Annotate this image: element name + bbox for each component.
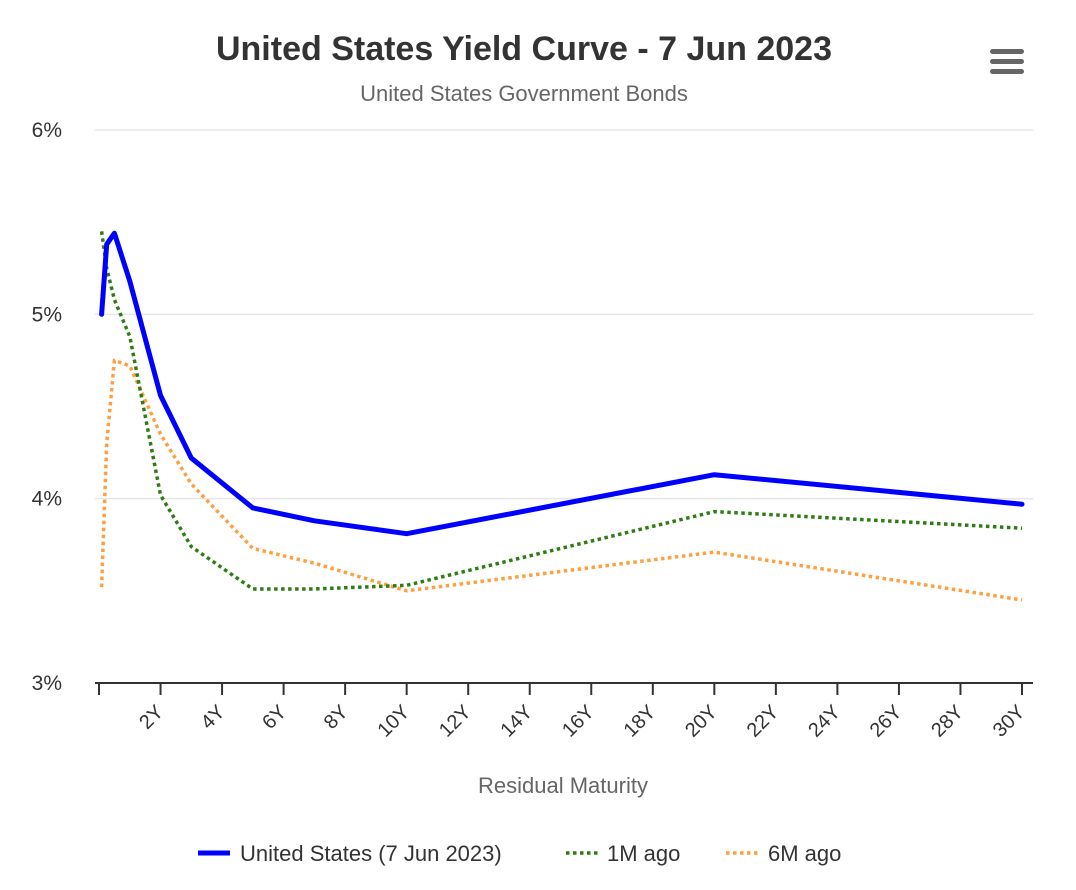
y-axis-labels: 3% 4% 5% 6% xyxy=(32,119,62,695)
chart-title: United States Yield Curve - 7 Jun 2023 xyxy=(216,30,832,68)
legend: United States (7 Jun 2023) 1M ago 6M ago xyxy=(198,841,841,866)
x-tick-label: 26Y xyxy=(866,701,907,742)
x-tick-label: 18Y xyxy=(620,701,661,742)
series-line-2 xyxy=(99,358,1023,602)
chart-menu-button[interactable] xyxy=(986,44,1030,80)
legend-label-1[interactable]: 1M ago xyxy=(607,841,680,866)
x-tick-label: 4Y xyxy=(197,701,230,734)
x-tick-label: 6Y xyxy=(258,701,291,734)
x-tick-label: 10Y xyxy=(373,701,414,742)
x-axis: 2Y 4Y 6Y 8Y 10Y 12Y 14Y 16Y 18Y 20Y 22Y 24Y 26Y 28Y 30… xyxy=(95,682,1033,742)
series-line-1 xyxy=(99,231,1023,591)
series-lines xyxy=(99,230,1025,602)
legend-label-2[interactable]: 6M ago xyxy=(768,841,841,866)
x-tick-label: 20Y xyxy=(681,701,722,742)
y-tick-label: 4% xyxy=(32,488,62,511)
grid-lines xyxy=(95,129,1033,500)
x-tick-label: 2Y xyxy=(135,701,168,734)
hamburger-menu-icon[interactable] xyxy=(990,49,1024,74)
x-tick-label: 24Y xyxy=(804,701,845,742)
x-tick-label: 8Y xyxy=(320,701,353,734)
series-line-0 xyxy=(99,230,1025,537)
x-axis-title: Residual Maturity xyxy=(478,773,648,798)
chart-subtitle: United States Government Bonds xyxy=(360,81,688,106)
x-tick-label: 22Y xyxy=(743,701,784,742)
x-tick-label: 14Y xyxy=(497,701,538,742)
y-tick-label: 6% xyxy=(32,119,62,142)
legend-label-0[interactable]: United States (7 Jun 2023) xyxy=(240,841,502,866)
x-tick-label: 16Y xyxy=(558,701,599,742)
y-tick-label: 3% xyxy=(32,672,62,695)
x-tick-label: 30Y xyxy=(989,701,1030,742)
y-tick-label: 5% xyxy=(32,303,62,326)
x-tick-label: 28Y xyxy=(927,701,968,742)
x-tick-label: 12Y xyxy=(435,701,476,742)
